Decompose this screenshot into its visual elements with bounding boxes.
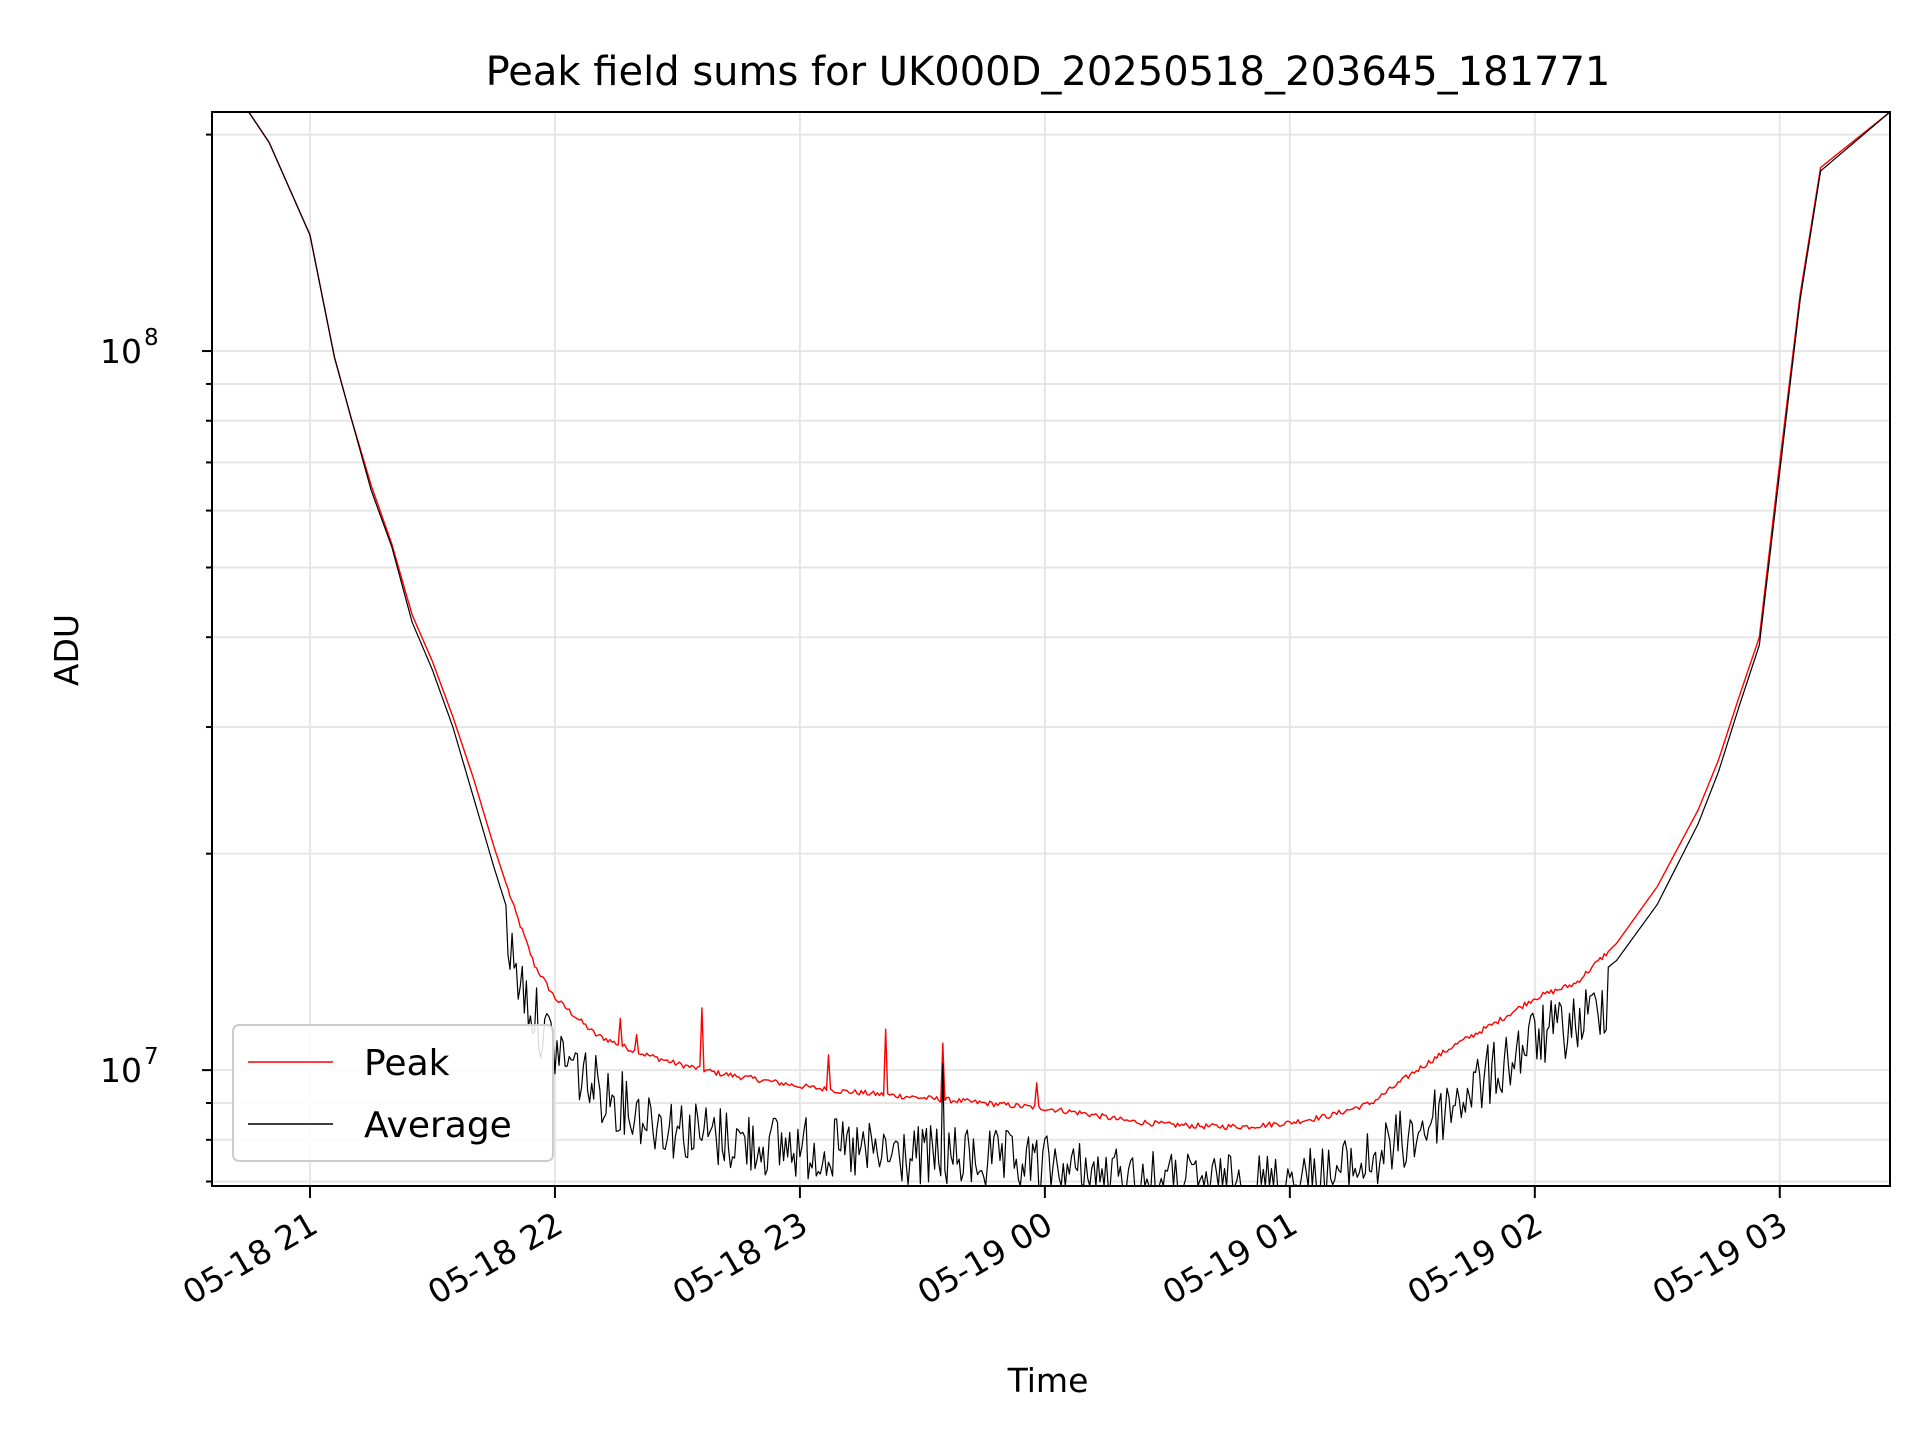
series-line-peak bbox=[212, 111, 1891, 1130]
legend-box bbox=[232, 1024, 554, 1162]
legend-label-peak: Peak bbox=[364, 1043, 450, 1084]
y-tick-label: 10 bbox=[100, 332, 142, 371]
axes-frame bbox=[211, 111, 1891, 1187]
chart-title: Peak field sums for UK000D_20250518_2036… bbox=[486, 49, 1611, 95]
y-tick-exponent: 8 bbox=[144, 325, 159, 351]
legend: Peak Average bbox=[232, 1024, 554, 1162]
y-tick-label: 10 bbox=[100, 1051, 142, 1090]
y-axis-label: ADU bbox=[47, 614, 86, 686]
legend-label-average: Average bbox=[364, 1105, 512, 1146]
x-axis-label: Time bbox=[1007, 1361, 1089, 1400]
y-tick-exponent: 7 bbox=[144, 1044, 159, 1070]
